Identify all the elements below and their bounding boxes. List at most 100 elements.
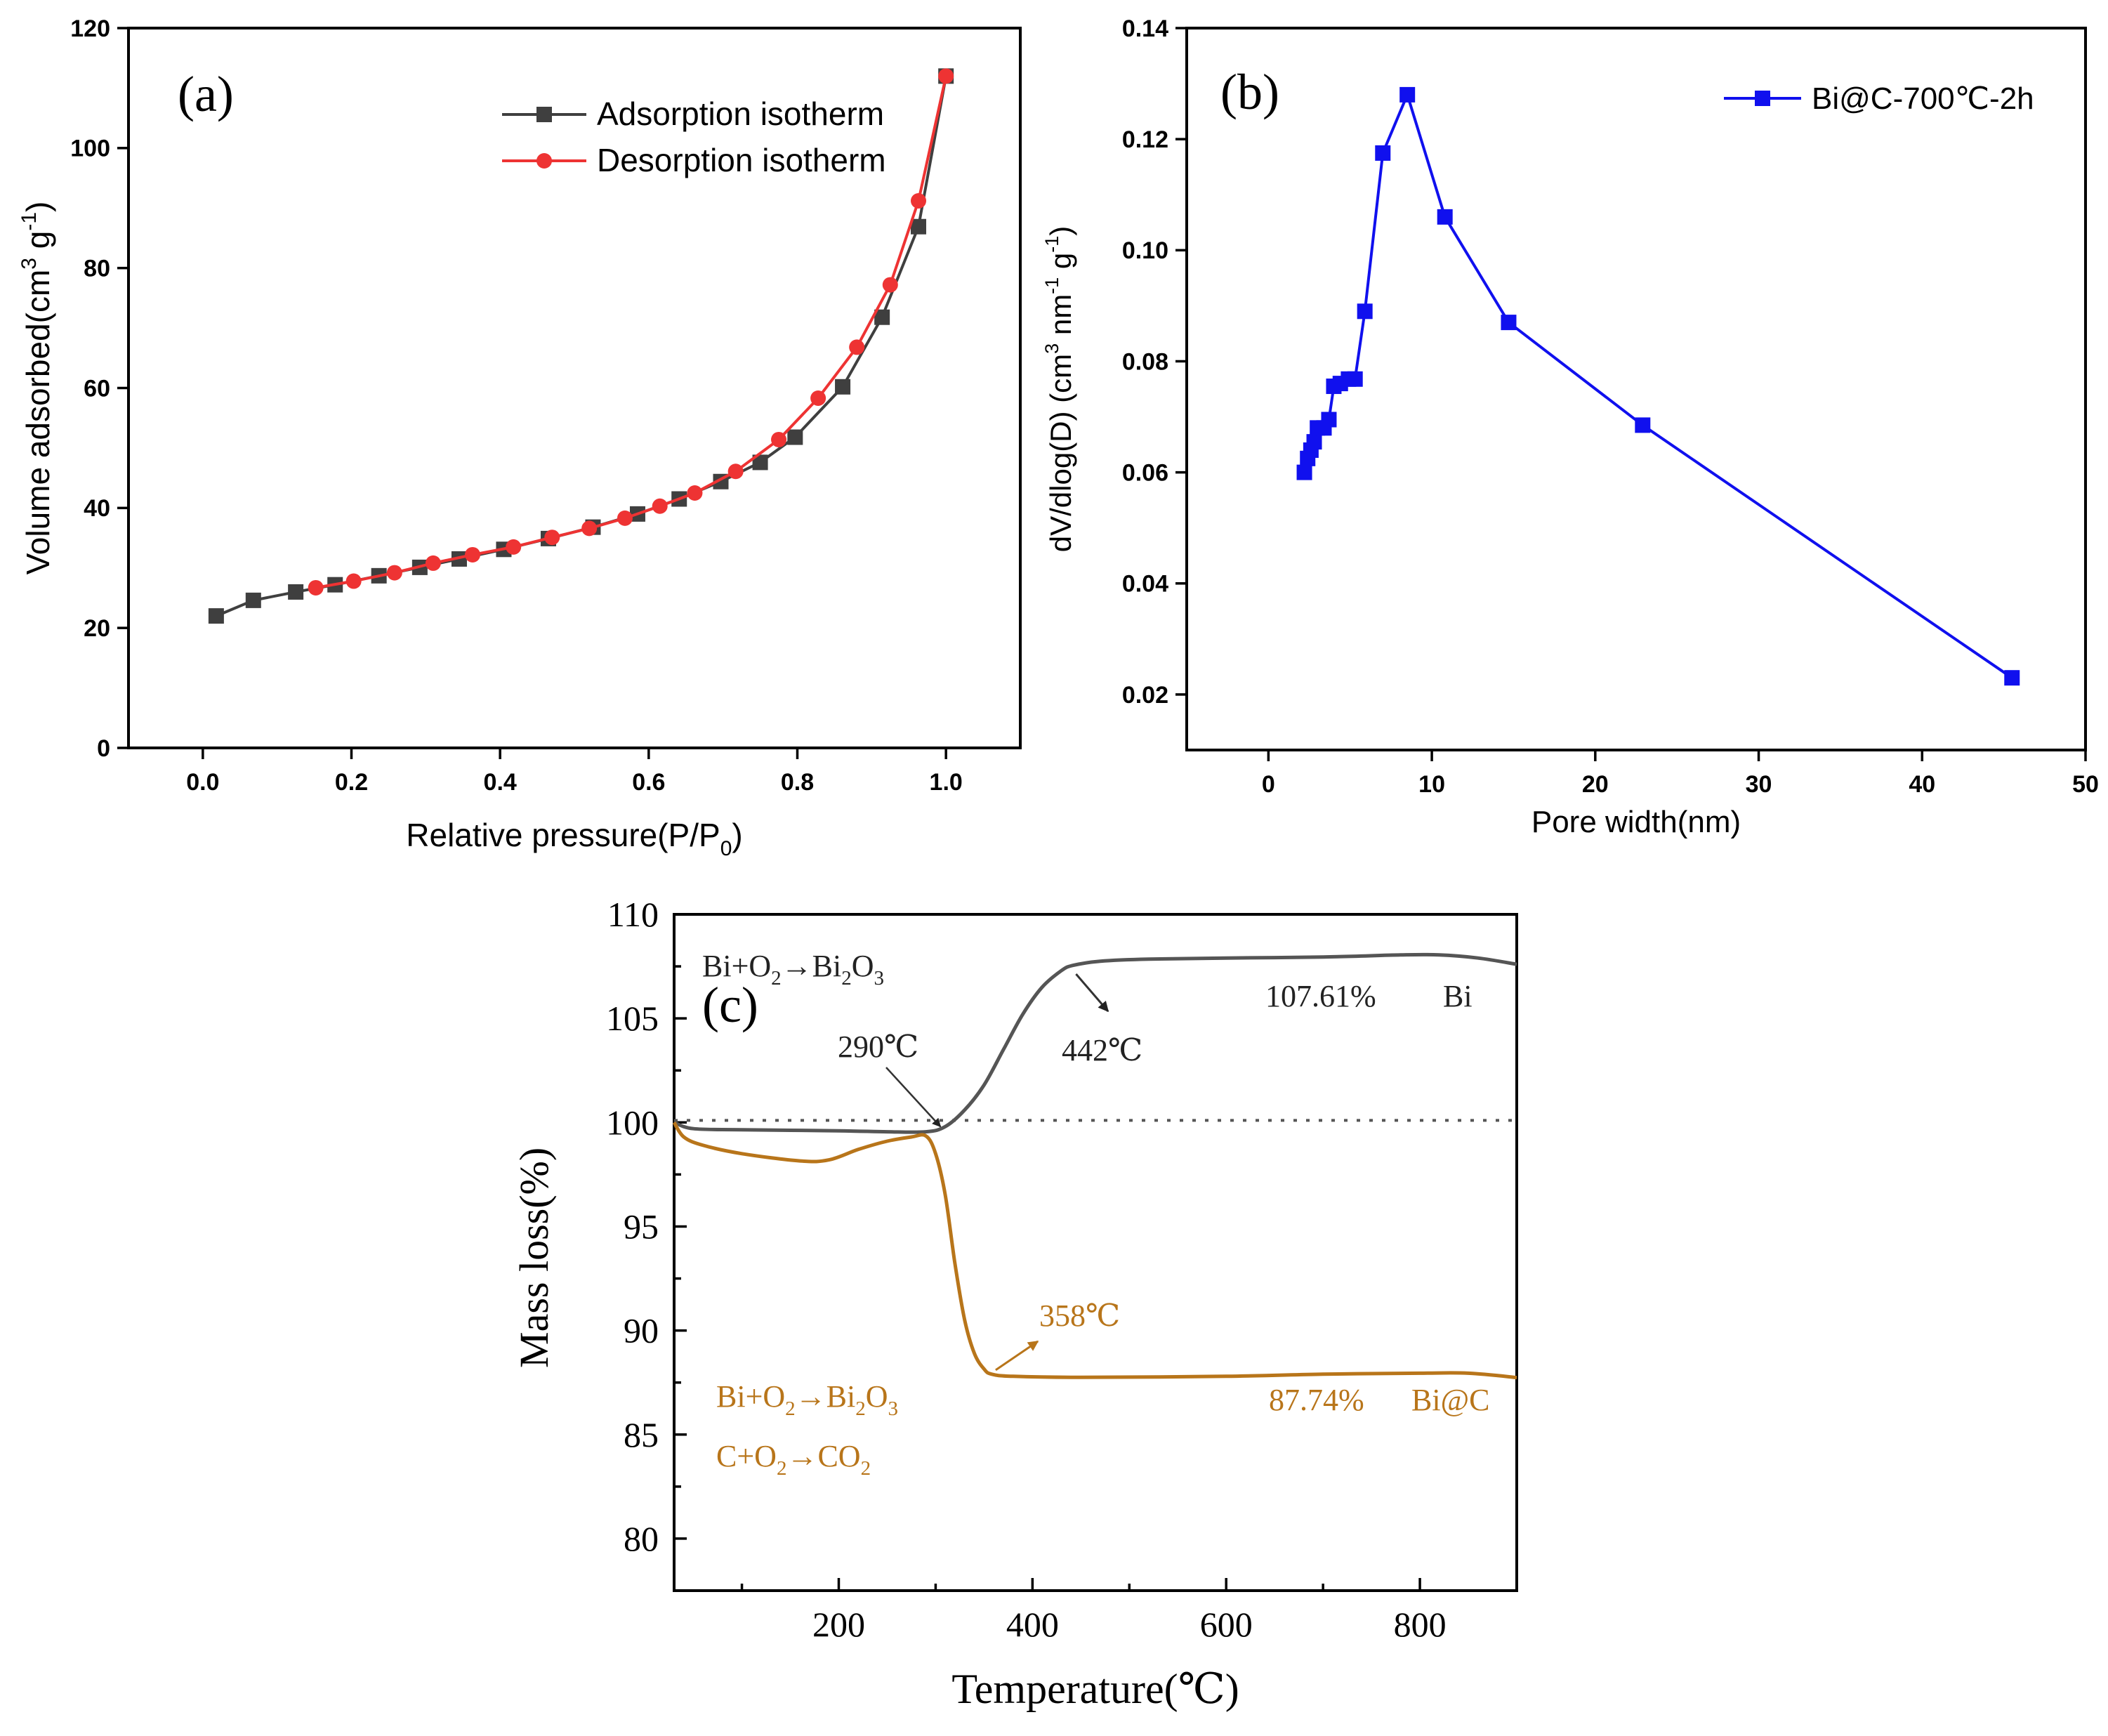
panel-a-data-point (752, 454, 768, 471)
panel-a-xlabel: Relative pressure(P/P0) (406, 817, 742, 860)
panel-b-xlabel: Pore width(nm) (1531, 805, 1741, 839)
panel-c-xtick-label: 200 (812, 1605, 865, 1644)
panel-c-bi-reaction-part-0: Bi+O (702, 949, 771, 983)
panel-b-ylabel: dV/dlog(D) (cm3 nm-1 g-1) (1041, 226, 1077, 553)
panel-a-ytick-label: 100 (70, 136, 110, 162)
panel-c-bic-reaction-1-part-2: →Bi (796, 1379, 856, 1414)
panel-c-xtick-label: 600 (1200, 1605, 1253, 1644)
panel-c-curve-bi (673, 952, 1517, 1134)
panel-a-data-point (687, 485, 703, 501)
panel-c-xlabel: Temperature(℃) (951, 1666, 1239, 1712)
panel-b-ylabel-part-2: nm (1044, 294, 1077, 343)
panel-b-legend: Bi@C-700℃-2h (1724, 81, 2034, 116)
panel-a-ylabel-part-3: -1 (18, 212, 41, 231)
panel-c-bi-reaction-part-2: →Bi (782, 949, 842, 983)
panel-a-ytick-label: 60 (84, 375, 110, 402)
panel-c-ytick-label: 90 (624, 1311, 659, 1350)
panel-c-xtick-label: 400 (1006, 1605, 1059, 1644)
panel-a-xtick-label: 0.6 (632, 769, 665, 796)
panel-a-data-point (245, 592, 261, 608)
panel-c-tga-chart: 200 400 600 80080859095100105110(c)Bi+O2→Bi… (511, 895, 1518, 1712)
panel-b-data-point (2004, 670, 2020, 686)
panel-a-data-point (544, 530, 560, 546)
panel-a-label: (a) (178, 66, 234, 122)
panel-a-data-point (506, 539, 522, 555)
panel-a-data-point (345, 573, 362, 589)
panel-b-ytick-label: 0.04 (1122, 571, 1168, 598)
panel-a-legend-label: Adsorption isotherm (597, 96, 884, 132)
panel-b-xtick-label: 10 (1418, 771, 1445, 798)
panel-b-data-point (1375, 145, 1391, 161)
panel-a-ylabel-part-1: 3 (18, 258, 41, 270)
panel-a-data-point (771, 431, 787, 447)
panel-a-xtick-label: 1.0 (930, 769, 963, 796)
panel-c-ytick-label: 85 (624, 1415, 659, 1454)
panel-a-ytick-label: 40 (84, 495, 110, 522)
panel-b-xtick-label: 40 (1909, 771, 1935, 798)
panel-a-data-point (288, 584, 304, 600)
panel-b-ylabel-part-1: 3 (1041, 343, 1062, 354)
panel-a-xlabel-part-0: Relative pressure(P/P (406, 817, 720, 853)
panel-c-curve-bic (672, 1121, 1517, 1380)
panel-b-legend-label: Bi@C-700℃-2h (1812, 81, 2034, 116)
panel-a-data-point (849, 339, 865, 355)
panel-c-bi-reaction-part-3: 2 (841, 967, 852, 989)
panel-c-bi-reaction-part-1: 2 (771, 967, 782, 989)
panel-a-data-point (911, 218, 927, 235)
panel-a-ylabel-part-0: Volume adsorbed(cm (20, 270, 56, 575)
panel-b-ylabel-part-4: g (1044, 253, 1077, 277)
panel-c-label: (c) (702, 977, 758, 1033)
panel-c-bi-value: 107.61% (1265, 979, 1376, 1013)
panel-b-data-point (1296, 464, 1312, 480)
panel-a-frame (127, 27, 1022, 749)
panel-a-data-point (810, 390, 826, 407)
panel-c-bi-reaction-part-4: O (852, 949, 874, 983)
panel-a-isotherm-chart: 0.0 0.2 0.4 0.6 0.8 1.0 0 20 40 60 80 100 120 (a) Adso… (18, 15, 1022, 860)
panel-a-ytick-label: 0 (97, 735, 110, 762)
panel-a-ytick-label: 80 (84, 256, 110, 282)
panel-c-arrow-442 (1075, 973, 1109, 1013)
panel-b-xtick-label: 0 (1262, 771, 1275, 798)
panel-a-data-point (208, 608, 224, 624)
panel-a-data-point (835, 379, 851, 395)
panel-a-data-point (465, 546, 481, 563)
panel-a-xtick-label: 0.8 (781, 769, 814, 796)
panel-c-bic-reaction-1-part-4: O (866, 1379, 888, 1414)
panel-b-ylabel-part-6: ) (1044, 226, 1077, 236)
panel-a-xtick-label: 0.2 (335, 769, 368, 796)
panel-b-frame (1185, 27, 2087, 751)
panel-c-bic-reaction-2-part-1: 2 (777, 1457, 787, 1480)
panel-c-bic-reaction-1-part-5: 3 (888, 1398, 899, 1420)
panel-b-series-line (1303, 91, 2013, 679)
panel-c-bic-reaction-2: C+O2→CO2 (716, 1439, 871, 1480)
panel-b-data-point (1357, 303, 1373, 320)
panel-a-data-point (386, 565, 402, 581)
panel-a-data-point (652, 498, 668, 514)
panel-a-data-point (308, 579, 324, 596)
panel-b-xtick-label: 30 (1746, 771, 1772, 798)
panel-c-bic-reaction-2-part-3: 2 (861, 1457, 871, 1480)
panel-c-bic-reaction-2-part-2: →CO (786, 1439, 860, 1473)
panel-b-ytick-label: 0.10 (1122, 237, 1168, 264)
panel-a-legend-marker (536, 153, 552, 169)
panel-a-ylabel: Volume adsorbed(cm3 g-1) (18, 202, 56, 575)
panel-c-temp-442-label: 442℃ (1062, 1033, 1142, 1067)
panel-b-ylabel-part-0: dV/dlog(D) (cm (1044, 354, 1077, 552)
panel-b-label: (b) (1220, 64, 1279, 120)
panel-a-data-point (787, 429, 803, 445)
panel-a-data-point (581, 520, 598, 537)
panel-a-xlabel-part-1: 0 (720, 837, 732, 860)
panel-c-bic-reaction-1-part-0: Bi+O (716, 1379, 785, 1414)
panel-b-data-point (1635, 417, 1651, 433)
panel-c-bic-reaction-1-part-3: 2 (855, 1398, 866, 1420)
panel-c-ytick-label: 105 (606, 999, 659, 1038)
panel-c-arrow-290 (885, 1067, 942, 1128)
panel-c-xtick-label: 800 (1394, 1605, 1447, 1644)
panel-c-bi-reaction-part-5: 3 (874, 967, 885, 989)
panel-a-xtick-label: 0.0 (186, 769, 219, 796)
panel-a-ylabel-part-2: g (20, 231, 56, 258)
panel-b-data-point (1321, 412, 1337, 428)
panel-b-ylabel-part-5: -1 (1041, 236, 1062, 253)
panel-b-xtick-label: 20 (1582, 771, 1609, 798)
